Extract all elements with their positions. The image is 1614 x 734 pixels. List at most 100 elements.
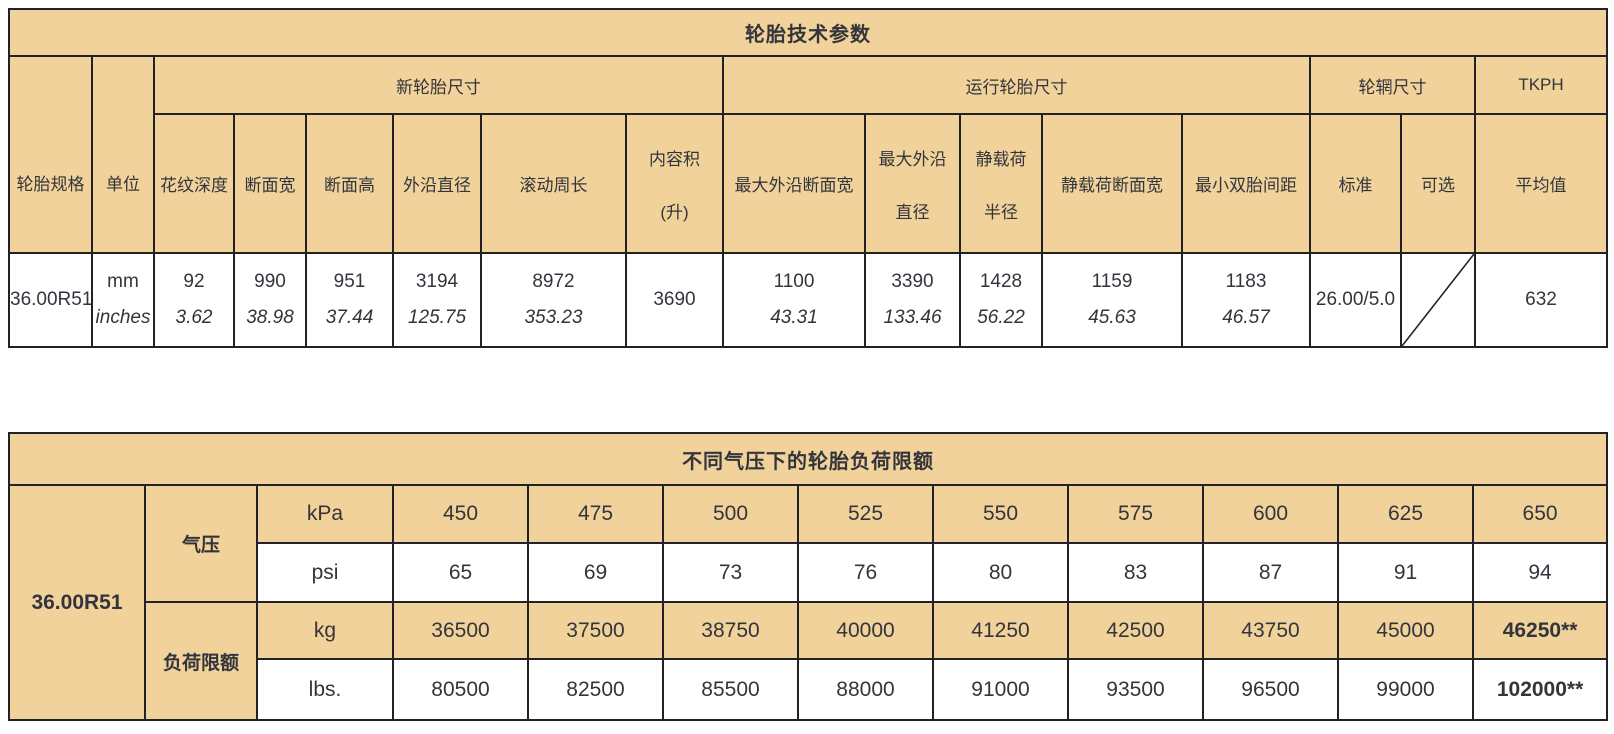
kg-cell: 41250 bbox=[932, 601, 1069, 660]
psi-cell: 94 bbox=[1471, 542, 1609, 603]
psi-cell: 80 bbox=[932, 542, 1069, 603]
psi-cell: 65 bbox=[392, 542, 529, 603]
col-header-static-radius: 静载荷 半径 bbox=[959, 113, 1043, 254]
psi-cell: 69 bbox=[527, 542, 664, 603]
col-header-tkph-average: 平均值 bbox=[1474, 113, 1608, 254]
cell-max-section-width: 1100 43.31 bbox=[722, 252, 866, 348]
kpa-cell: 600 bbox=[1202, 484, 1339, 544]
static-radius-line1: 静载荷 bbox=[975, 149, 1027, 169]
cell-load-tire-spec: 36.00R51 bbox=[8, 484, 146, 721]
kpa-cell: 650 bbox=[1471, 484, 1609, 544]
group-header-tkph: TKPH bbox=[1474, 55, 1608, 115]
cell-rolling-circumference: 8972 353.23 bbox=[480, 252, 627, 348]
col-header-unit: 单位 bbox=[91, 55, 155, 254]
load-limit-table: 不同气压下的轮胎负荷限额 36.00R51 气压 kPa 450 475 500… bbox=[7, 432, 1609, 721]
psi-cell: 83 bbox=[1067, 542, 1204, 603]
row-header-lbs: lbs. bbox=[256, 658, 394, 721]
row-header-kpa: kPa bbox=[256, 484, 394, 544]
kpa-cell: 625 bbox=[1337, 484, 1474, 544]
lbs-cell: 91000 bbox=[932, 658, 1069, 721]
cell-section-height: 951 37.44 bbox=[305, 252, 394, 348]
tread-depth-mm: 92 bbox=[183, 271, 205, 292]
max-od-line1: 最大外沿 bbox=[878, 149, 947, 169]
psi-cell: 91 bbox=[1337, 542, 1474, 603]
kg-cell: 43750 bbox=[1202, 601, 1339, 660]
lbs-cell: 85500 bbox=[662, 658, 799, 721]
cell-outer-diameter: 3194 125.75 bbox=[392, 252, 482, 348]
inner-volume-line2: (升) bbox=[660, 202, 689, 222]
psi-cell: 87 bbox=[1202, 542, 1339, 603]
kg-cell: 36500 bbox=[392, 601, 529, 660]
col-header-rim-standard: 标准 bbox=[1309, 113, 1402, 254]
min-dual-spacing-in: 46.57 bbox=[1222, 307, 1270, 328]
psi-cell: 76 bbox=[797, 542, 934, 603]
col-header-max-od: 最大外沿 直径 bbox=[864, 113, 961, 254]
rolling-circ-in: 353.23 bbox=[524, 307, 583, 328]
psi-cell: 73 bbox=[662, 542, 799, 603]
col-header-outer-diameter: 外沿直径 bbox=[392, 113, 482, 254]
kpa-cell: 475 bbox=[527, 484, 664, 544]
col-header-min-dual-spacing: 最小双胎间距 bbox=[1181, 113, 1311, 254]
kpa-cell: 525 bbox=[797, 484, 934, 544]
static-radius-mm: 1428 bbox=[979, 271, 1023, 292]
kpa-cell: 450 bbox=[392, 484, 529, 544]
cell-rim-optional-empty bbox=[1400, 252, 1476, 348]
diagonal-slash-icon bbox=[1402, 254, 1474, 346]
section-height-in: 37.44 bbox=[325, 307, 374, 328]
kg-cell-max: 46250** bbox=[1471, 601, 1609, 660]
cell-rim-standard: 26.00/5.0 bbox=[1309, 252, 1402, 348]
col-header-rim-optional: 可选 bbox=[1400, 113, 1476, 254]
max-section-width-in: 43.31 bbox=[770, 307, 818, 328]
lbs-cell: 93500 bbox=[1067, 658, 1204, 721]
cell-tread-depth: 92 3.62 bbox=[153, 252, 235, 348]
kpa-cell: 575 bbox=[1067, 484, 1204, 544]
unit-mm: mm bbox=[107, 271, 139, 292]
lbs-cell: 82500 bbox=[527, 658, 664, 721]
col-header-inner-volume: 内容积 (升) bbox=[625, 113, 724, 254]
lbs-cell: 80500 bbox=[392, 658, 529, 721]
group-header-rim: 轮辋尺寸 bbox=[1309, 55, 1476, 115]
col-header-tread-depth: 花纹深度 bbox=[153, 113, 235, 254]
static-section-width-mm: 1159 bbox=[1091, 271, 1133, 292]
cell-section-width: 990 38.98 bbox=[233, 252, 307, 348]
outer-diameter-in: 125.75 bbox=[407, 307, 467, 328]
col-header-rolling-circumference: 滚动周长 bbox=[480, 113, 627, 254]
cell-units: mm inches bbox=[91, 252, 155, 348]
max-od-in: 133.46 bbox=[883, 307, 942, 328]
col-header-max-section-width: 最大外沿断面宽 bbox=[722, 113, 866, 254]
cell-max-od: 3390 133.46 bbox=[864, 252, 961, 348]
load-table-title: 不同气压下的轮胎负荷限额 bbox=[7, 432, 1609, 486]
spec-table-title: 轮胎技术参数 bbox=[8, 8, 1608, 57]
kg-cell: 42500 bbox=[1067, 601, 1204, 660]
inner-volume-line1: 内容积 bbox=[649, 149, 700, 169]
static-radius-in: 56.22 bbox=[977, 307, 1025, 328]
kg-cell: 45000 bbox=[1337, 601, 1474, 660]
col-header-tire-spec: 轮胎规格 bbox=[8, 55, 93, 254]
cell-tire-spec: 36.00R51 bbox=[8, 252, 93, 348]
outer-diameter-mm: 3194 bbox=[415, 271, 459, 292]
cell-static-radius: 1428 56.22 bbox=[959, 252, 1043, 348]
lbs-cell: 96500 bbox=[1202, 658, 1339, 721]
max-od-mm: 3390 bbox=[891, 271, 934, 292]
min-dual-spacing-mm: 1183 bbox=[1225, 271, 1267, 292]
row-header-load-limit: 负荷限额 bbox=[144, 601, 258, 721]
section-width-in: 38.98 bbox=[246, 307, 294, 328]
tread-depth-in: 3.62 bbox=[175, 307, 213, 328]
group-header-new-tire: 新轮胎尺寸 bbox=[153, 55, 724, 115]
kg-cell: 38750 bbox=[662, 601, 799, 660]
cell-static-section-width: 1159 45.63 bbox=[1041, 252, 1183, 348]
kpa-cell: 500 bbox=[662, 484, 799, 544]
row-header-psi: psi bbox=[256, 542, 394, 603]
cell-inner-volume: 3690 bbox=[625, 252, 724, 348]
unit-inches: inches bbox=[95, 307, 151, 328]
static-radius-line2: 半径 bbox=[984, 202, 1018, 222]
lbs-cell: 99000 bbox=[1337, 658, 1474, 721]
tire-spec-table: 轮胎技术参数 轮胎规格 单位 新轮胎尺寸 运行轮胎尺寸 轮辋尺寸 TKPH 花纹… bbox=[8, 8, 1608, 348]
col-header-section-width: 断面宽 bbox=[233, 113, 307, 254]
lbs-cell-max: 102000** bbox=[1471, 658, 1609, 721]
kg-cell: 40000 bbox=[797, 601, 934, 660]
cell-tkph-average: 632 bbox=[1474, 252, 1608, 348]
kg-cell: 37500 bbox=[527, 601, 664, 660]
lbs-cell: 88000 bbox=[797, 658, 934, 721]
row-header-kg: kg bbox=[256, 601, 394, 660]
